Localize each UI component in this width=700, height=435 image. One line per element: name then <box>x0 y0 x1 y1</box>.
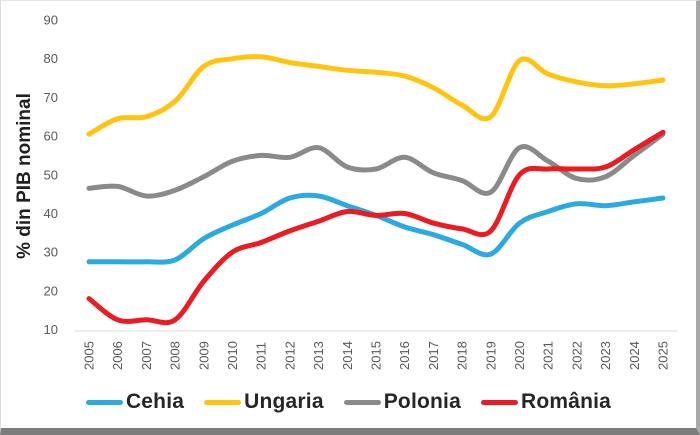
x-tick-label: 2005 <box>82 341 97 370</box>
x-tick-label: 2013 <box>311 341 326 370</box>
line-chart-plot: 10 20 30 40 50 60 70 80 90 2005 2006 2007 2008 2009 20… <box>44 13 677 370</box>
series-line-cehia <box>86 192 666 265</box>
legend-label: România <box>520 390 612 413</box>
x-tick-label: 2011 <box>254 342 269 370</box>
x-tick-label: 2021 <box>541 341 556 370</box>
legend-line-swatch <box>343 399 381 405</box>
x-tick-label: 2018 <box>455 341 470 370</box>
chart-legend: Cehia Ungaria Polonia România <box>1 387 696 417</box>
x-tick-label: 2025 <box>656 341 671 370</box>
series-line-polonia <box>86 131 666 199</box>
y-tick-label: 70 <box>44 90 58 105</box>
legend-item-polonia: Polonia <box>343 390 461 414</box>
x-tick-label: 2022 <box>569 341 584 370</box>
y-tick-label: 20 <box>44 283 58 298</box>
y-tick-label: 40 <box>44 206 58 221</box>
series-line-românia <box>86 129 666 326</box>
series-line-ungaria <box>86 54 666 137</box>
legend-label: Polonia <box>383 390 461 413</box>
x-tick-label: 2024 <box>627 341 642 370</box>
legend-label: Cehia <box>125 390 185 413</box>
legend-item-românia: România <box>480 390 612 414</box>
x-tick-label: 2012 <box>282 341 297 370</box>
legend-item-ungaria: Ungaria <box>204 390 324 414</box>
x-tick-label: 2019 <box>483 341 498 370</box>
y-tick-label: 80 <box>44 51 58 66</box>
x-tick-label: 2010 <box>225 341 240 370</box>
legend-label: Ungaria <box>244 390 324 413</box>
x-tick-label: 2023 <box>598 341 613 370</box>
y-tick-label: 60 <box>44 129 58 144</box>
x-tick-label: 2017 <box>426 341 441 370</box>
legend-line-swatch <box>204 399 242 405</box>
x-tick-label: 2014 <box>340 341 355 370</box>
x-tick-label: 2015 <box>369 341 384 370</box>
x-tick-label: 2016 <box>397 341 412 370</box>
y-tick-label: 50 <box>44 167 58 182</box>
x-tick-label: 2006 <box>110 341 125 370</box>
y-tick-label: 90 <box>44 13 58 28</box>
x-tick-label: 2009 <box>196 341 211 370</box>
x-tick-label: 2007 <box>139 341 154 370</box>
legend-item-cehia: Cehia <box>85 390 185 414</box>
x-tick-label: 2008 <box>168 341 183 370</box>
x-tick-label: 2020 <box>512 341 527 370</box>
y-tick-label: 10 <box>44 322 58 337</box>
legend-line-swatch <box>85 399 123 405</box>
legend-line-swatch <box>480 399 518 405</box>
y-tick-label: 30 <box>44 245 58 260</box>
